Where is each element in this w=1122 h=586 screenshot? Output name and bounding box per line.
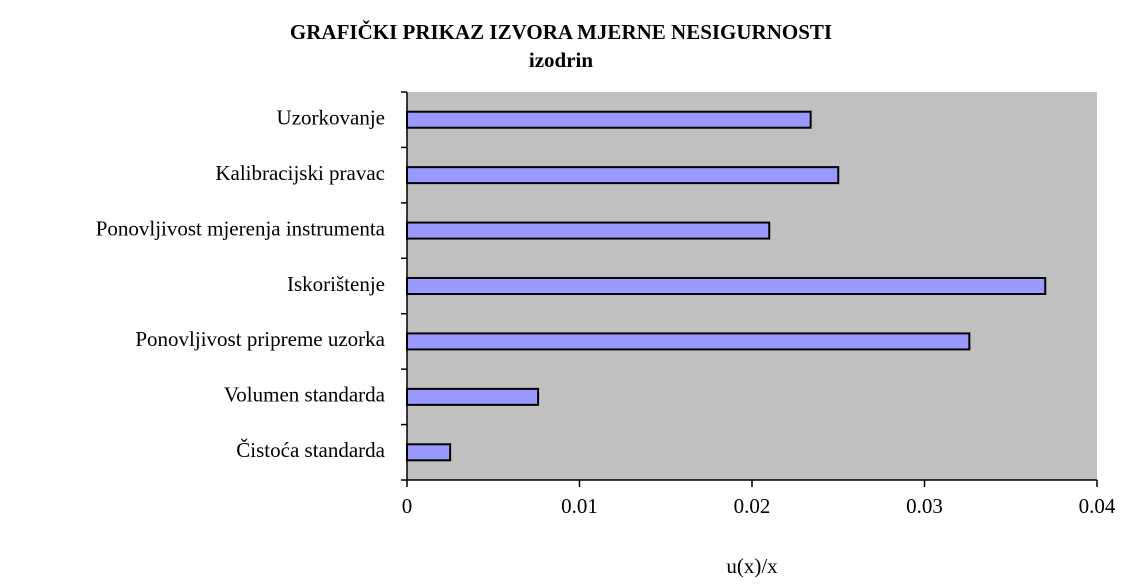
y-tick-label: Čistoća standarda	[236, 438, 385, 462]
y-tick-label: Kalibracijski pravac	[215, 161, 385, 185]
x-tick-label: 0	[402, 494, 413, 518]
x-tick-label: 0.01	[561, 494, 598, 518]
bar	[406, 166, 840, 185]
x-tick-label: 0.03	[906, 494, 943, 518]
y-tick-label: Iskorištenje	[287, 272, 385, 296]
bar	[406, 221, 771, 240]
bar	[406, 110, 812, 129]
chart-title: GRAFIČKI PRIKAZ IZVORA MJERNE NESIGURNOS…	[290, 20, 832, 44]
y-tick-label: Volumen standarda	[224, 383, 386, 407]
bar	[406, 332, 971, 351]
bar	[406, 277, 1047, 295]
bar	[406, 443, 452, 462]
x-axis-label: u(x)/x	[726, 554, 778, 578]
x-tick-label: 0.02	[734, 494, 771, 518]
x-tick-label: 0.04	[1079, 494, 1116, 518]
chart-subtitle: izodrin	[529, 48, 593, 72]
bar	[406, 387, 540, 406]
y-tick-label: Ponovljivost mjerenja instrumenta	[96, 216, 386, 240]
y-tick-label: Uzorkovanje	[277, 106, 385, 130]
y-tick-label: Ponovljivost pripreme uzorka	[135, 327, 385, 351]
